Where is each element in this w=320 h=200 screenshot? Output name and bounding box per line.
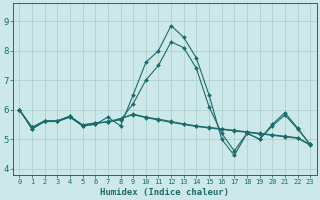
X-axis label: Humidex (Indice chaleur): Humidex (Indice chaleur) — [100, 188, 229, 197]
